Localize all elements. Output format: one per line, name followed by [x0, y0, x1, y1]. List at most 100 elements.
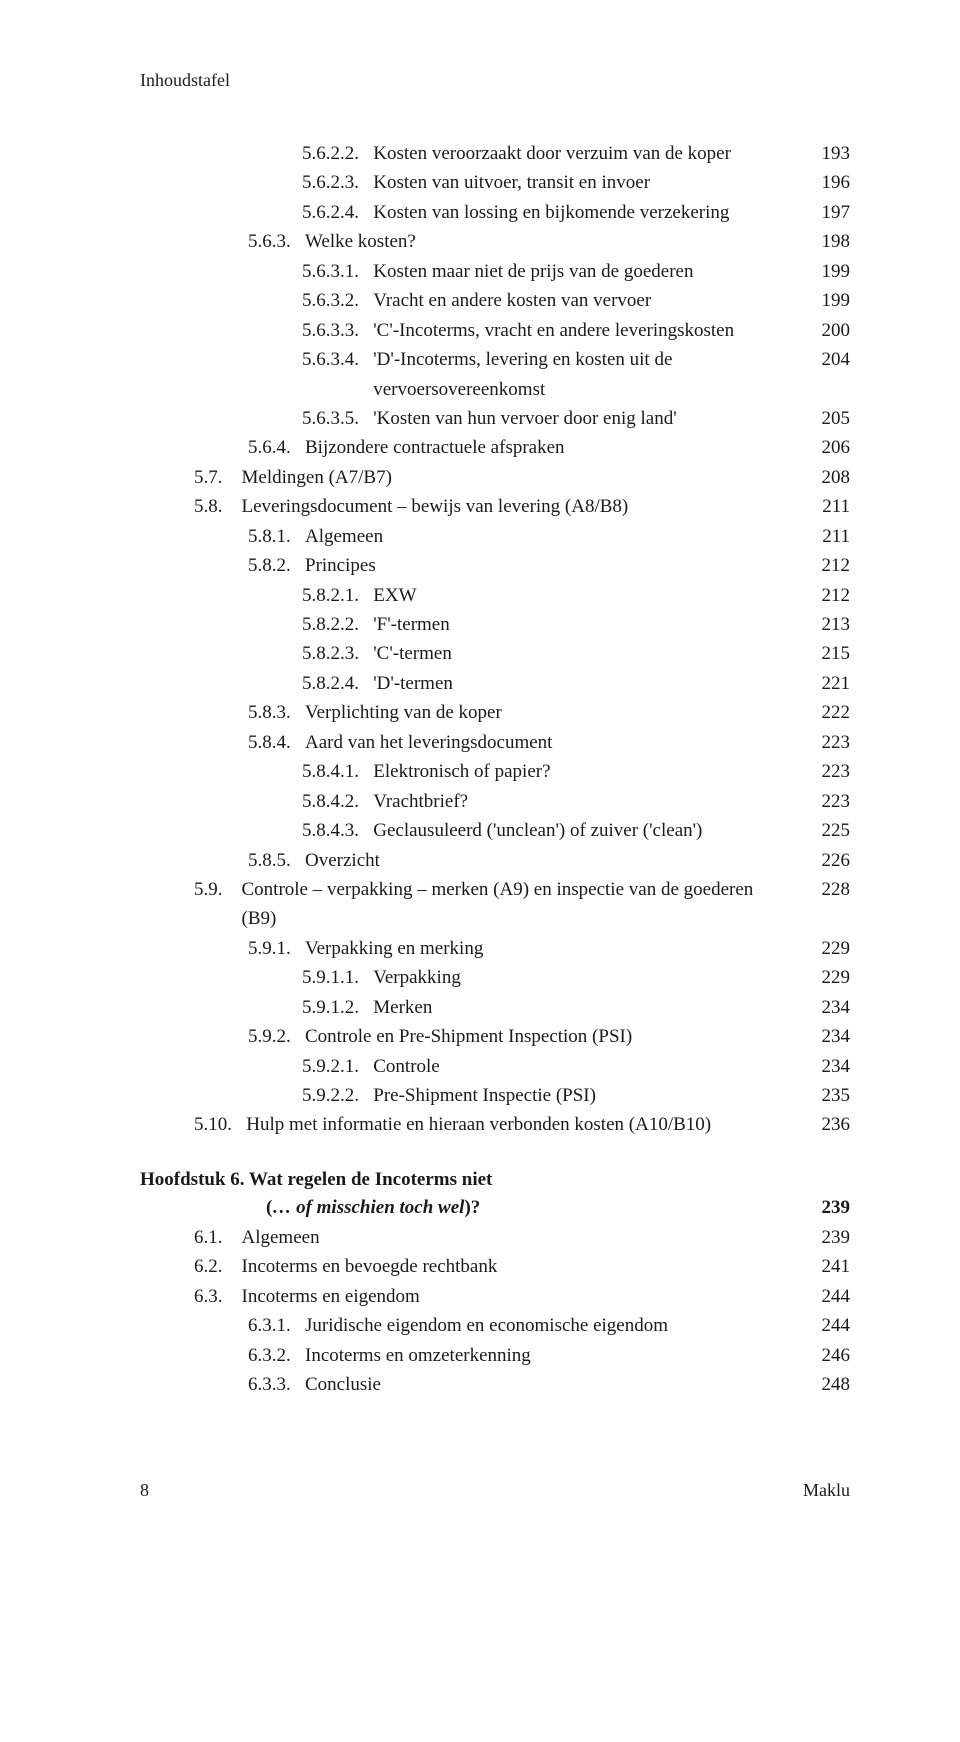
toc-entry-title: Elektronisch of papier? — [373, 757, 806, 786]
toc-entry-number: 5.8.2.2. — [140, 610, 373, 639]
toc-entry-page: 211 — [806, 492, 850, 521]
toc-entry-title: Vracht en andere kosten van vervoer — [373, 286, 806, 315]
running-head: Inhoudstafel — [140, 70, 850, 91]
toc-entry: 5.9. Controle – verpakking – merken (A9)… — [140, 875, 850, 934]
toc-entry-number: 5.6.2.3. — [140, 168, 373, 197]
toc-entry-page: 212 — [806, 551, 850, 580]
toc-entry-number: 5.8.4.3. — [140, 816, 373, 845]
toc-entry-number: 6.2. — [140, 1252, 242, 1281]
toc-entry: 6.3.1. Juridische eigendom en economisch… — [140, 1311, 850, 1340]
page: Inhoudstafel 5.6.2.2. Kosten veroorzaakt… — [0, 0, 960, 1561]
toc-entry-number: 5.10. — [140, 1110, 246, 1139]
toc-entry-number: 6.3.3. — [140, 1370, 305, 1399]
toc-entry-title: Juridische eigendom en economische eigen… — [305, 1311, 806, 1340]
toc-entry-number: 5.8.5. — [140, 846, 305, 875]
toc-entry: 5.6.2.4. Kosten van lossing en bijkomend… — [140, 198, 850, 227]
toc-entry: 5.10. Hulp met informatie en hieraan ver… — [140, 1110, 850, 1139]
toc-entry: 5.8.4.1. Elektronisch of papier?223 — [140, 757, 850, 786]
toc-entry-number: 5.6.3.2. — [140, 286, 373, 315]
toc-entry-number: 5.8.4. — [140, 728, 305, 757]
toc-entry-page: 199 — [806, 286, 850, 315]
toc-entry-page: 222 — [806, 698, 850, 727]
toc-entry-page: 198 — [806, 227, 850, 256]
toc-entry-page: 205 — [806, 404, 850, 433]
toc-entry-page: 223 — [806, 757, 850, 786]
toc-entry-number: 5.8.2.3. — [140, 639, 373, 668]
toc-entry-page: 200 — [806, 316, 850, 345]
toc-entry-number: 5.8.4.1. — [140, 757, 373, 786]
toc-entry-title: Controle — [373, 1052, 806, 1081]
toc-entry: 5.7. Meldingen (A7/B7)208 — [140, 463, 850, 492]
page-footer: 8 Maklu — [140, 1480, 850, 1501]
toc-entry-title: 'Kosten van hun vervoer door enig land' — [373, 404, 806, 433]
toc-entry-page: 241 — [806, 1252, 850, 1281]
toc-entry: 5.8.2.1. EXW212 — [140, 581, 850, 610]
toc-entry-title: Conclusie — [305, 1370, 806, 1399]
toc-entry-page: 236 — [806, 1110, 850, 1139]
toc-entry: 5.8.1. Algemeen211 — [140, 522, 850, 551]
toc-entry-page: 211 — [806, 522, 850, 551]
toc-entry-title: Controle en Pre-Shipment Inspection (PSI… — [305, 1022, 806, 1051]
toc-entry-number: 5.7. — [140, 463, 242, 492]
toc-entry-title: 'F'-termen — [373, 610, 806, 639]
toc-entry-title: Hulp met informatie en hieraan verbonden… — [246, 1110, 806, 1139]
toc-entry-number: 5.8.3. — [140, 698, 305, 727]
toc-entry: 5.8.2.4. 'D'-termen221 — [140, 669, 850, 698]
toc-entry: 5.8.4.2. Vrachtbrief?223 — [140, 787, 850, 816]
toc-entry-title: Merken — [373, 993, 806, 1022]
toc-entry-title: Leveringsdocument – bewijs van levering … — [242, 492, 807, 521]
toc-entry: 6.3.2. Incoterms en omzeterkenning246 — [140, 1341, 850, 1370]
toc-entry-page: 196 — [806, 168, 850, 197]
toc-entry-page: 234 — [806, 1022, 850, 1051]
toc-entry-page: 235 — [806, 1081, 850, 1110]
toc-entry: 5.6.3.2. Vracht en andere kosten van ver… — [140, 286, 850, 315]
toc-entry-page: 208 — [806, 463, 850, 492]
toc-entry-number: 5.6.3.5. — [140, 404, 373, 433]
toc-entry-number: 5.6.3.3. — [140, 316, 373, 345]
toc-entry-title: Kosten maar niet de prijs van de goedere… — [373, 257, 806, 286]
toc-entry-number: 5.9.1.1. — [140, 963, 373, 992]
toc-entry-number: 5.9.1.2. — [140, 993, 373, 1022]
toc-entry: 5.9.1.1. Verpakking229 — [140, 963, 850, 992]
toc-entry-title: Verplichting van de koper — [305, 698, 806, 727]
toc-entry-number: 5.6.2.2. — [140, 139, 373, 168]
toc-block: 6.1. Algemeen2396.2. Incoterms en bevoeg… — [140, 1223, 850, 1400]
toc-entry-title: 'C'-termen — [373, 639, 806, 668]
toc-entry-title: Kosten veroorzaakt door verzuim van de k… — [373, 139, 806, 168]
toc-entry-page: 193 — [806, 139, 850, 168]
chapter-page: 239 — [806, 1194, 850, 1223]
toc-entry-number: 5.6.4. — [140, 433, 305, 462]
toc-entry-title: Verpakking — [373, 963, 806, 992]
toc-entry: 5.8.2.2. 'F'-termen213 — [140, 610, 850, 639]
toc-entry-title: Kosten van lossing en bijkomende verzeke… — [373, 198, 806, 227]
toc-entry-number: 5.8.2.4. — [140, 669, 373, 698]
toc-entry-page: 244 — [806, 1282, 850, 1311]
chapter-title-line2: (… of misschien toch wel)? — [140, 1194, 806, 1223]
chapter-line2-suffix: )? — [464, 1197, 480, 1218]
toc-entry-title: Algemeen — [242, 1223, 807, 1252]
toc-entry: 5.8.5. Overzicht226 — [140, 846, 850, 875]
toc-entry-title: Aard van het leveringsdocument — [305, 728, 806, 757]
toc-entry-title: Meldingen (A7/B7) — [242, 463, 807, 492]
toc-entry: 5.9.2.2. Pre-Shipment Inspectie (PSI)235 — [140, 1081, 850, 1110]
chapter-line2-italic: … of misschien toch wel — [272, 1197, 464, 1218]
toc-entry-number: 5.9.1. — [140, 934, 305, 963]
toc-entry-number: 5.6.3.1. — [140, 257, 373, 286]
toc-entry-title: Principes — [305, 551, 806, 580]
toc-entry-page: 229 — [806, 934, 850, 963]
toc-entry: 5.6.3.4. 'D'-Incoterms, levering en kost… — [140, 345, 850, 404]
toc-entry: 6.3. Incoterms en eigendom244 — [140, 1282, 850, 1311]
toc-entry: 5.6.3.1. Kosten maar niet de prijs van d… — [140, 257, 850, 286]
toc-entry-page: 226 — [806, 846, 850, 875]
toc-entry-page: 221 — [806, 669, 850, 698]
toc-entry-page: 234 — [806, 993, 850, 1022]
toc-entry-title: Controle – verpakking – merken (A9) en i… — [242, 875, 807, 934]
toc-entry: 5.8.2. Principes212 — [140, 551, 850, 580]
toc-entry: 5.6.3. Welke kosten?198 — [140, 227, 850, 256]
toc-entry: 5.6.2.2. Kosten veroorzaakt door verzuim… — [140, 139, 850, 168]
toc-entry-number: 6.3.2. — [140, 1341, 305, 1370]
toc-entry-page: 223 — [806, 787, 850, 816]
toc-entry-title: EXW — [373, 581, 806, 610]
toc-entry-title: Kosten van uitvoer, transit en invoer — [373, 168, 806, 197]
toc-entry-title: Overzicht — [305, 846, 806, 875]
